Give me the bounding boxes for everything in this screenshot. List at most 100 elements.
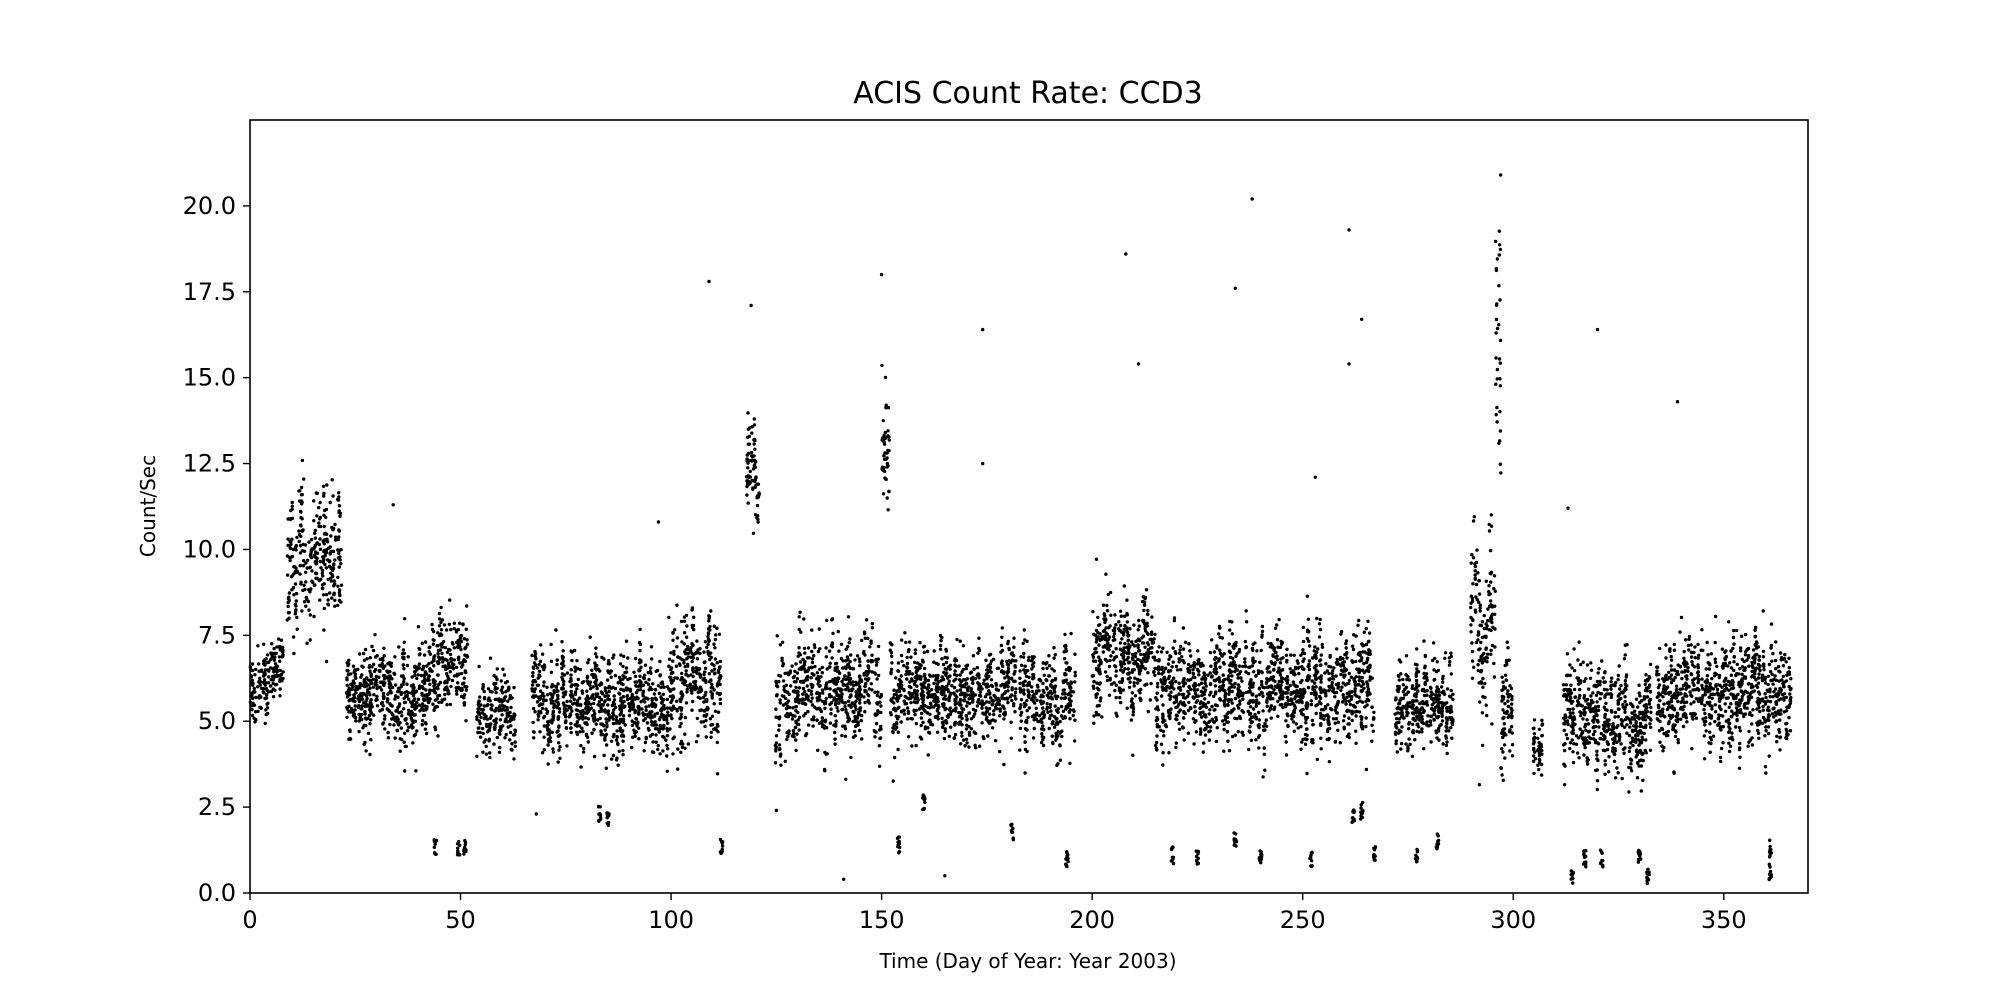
data-point <box>295 615 299 620</box>
data-point <box>846 615 851 619</box>
data-point <box>816 697 820 701</box>
data-point <box>798 660 803 664</box>
data-point <box>672 649 676 654</box>
data-point <box>286 604 290 609</box>
data-point <box>919 723 923 728</box>
data-point <box>879 704 883 708</box>
data-point <box>268 684 273 688</box>
data-point <box>705 712 709 717</box>
data-point <box>672 735 676 739</box>
data-point <box>561 695 566 699</box>
data-point <box>1114 695 1118 700</box>
data-point <box>806 723 811 727</box>
data-point <box>1052 646 1056 650</box>
data-point <box>713 637 718 642</box>
data-point <box>719 674 723 679</box>
data-point <box>940 657 944 661</box>
data-point <box>362 658 367 662</box>
data-point <box>1103 613 1107 618</box>
data-point <box>641 683 646 687</box>
data-point <box>1006 680 1011 684</box>
data-point <box>835 693 839 697</box>
data-point <box>1098 632 1102 636</box>
data-point <box>551 684 556 688</box>
data-point <box>801 686 806 691</box>
data-point <box>273 683 278 687</box>
data-point <box>1053 678 1057 682</box>
data-point <box>905 706 910 710</box>
data-point <box>497 750 502 754</box>
data-point <box>695 716 700 721</box>
data-point <box>1188 705 1193 710</box>
data-point <box>613 686 618 691</box>
data-point <box>611 721 616 726</box>
data-point <box>293 546 298 550</box>
data-point <box>442 623 447 627</box>
data-point <box>665 697 669 702</box>
data-point <box>806 674 810 679</box>
data-point <box>1045 678 1049 683</box>
data-point <box>265 653 270 657</box>
data-point <box>481 731 485 736</box>
data-point <box>1197 673 1201 677</box>
data-point <box>862 695 866 699</box>
data-point <box>500 713 504 717</box>
data-point <box>1114 674 1118 678</box>
data-point <box>946 687 950 692</box>
data-point <box>822 767 827 772</box>
data-point <box>947 734 951 738</box>
data-point <box>1006 697 1010 701</box>
data-point <box>926 691 930 695</box>
data-point <box>577 724 582 728</box>
data-point <box>962 698 967 703</box>
data-point <box>775 693 779 697</box>
data-point <box>368 656 372 660</box>
data-point <box>314 550 318 554</box>
data-point <box>837 649 841 653</box>
data-point <box>858 663 862 668</box>
data-point <box>977 744 982 748</box>
data-point <box>482 689 486 694</box>
data-point <box>709 730 713 734</box>
data-point <box>347 686 351 690</box>
data-point <box>337 504 342 508</box>
data-point <box>817 691 821 696</box>
data-point <box>999 684 1003 688</box>
data-point <box>437 617 442 621</box>
data-point <box>774 749 778 753</box>
data-point <box>843 727 848 731</box>
data-point <box>324 550 329 555</box>
data-point <box>609 669 613 673</box>
data-point <box>844 708 848 712</box>
data-point <box>661 692 665 696</box>
data-point <box>882 437 886 441</box>
data-point <box>637 668 641 672</box>
data-point <box>436 644 440 648</box>
data-point <box>1171 646 1175 650</box>
data-point <box>886 429 890 433</box>
data-point <box>424 672 429 676</box>
data-point <box>312 614 316 619</box>
data-point <box>327 560 332 564</box>
data-point <box>411 725 415 729</box>
data-point <box>556 697 560 701</box>
data-point <box>1155 748 1159 752</box>
data-point <box>364 723 368 728</box>
data-point <box>1161 751 1165 755</box>
data-point <box>605 725 609 729</box>
data-point <box>810 649 814 654</box>
data-point <box>717 670 721 675</box>
data-point <box>795 671 800 675</box>
data-point <box>789 684 793 688</box>
data-point <box>454 665 459 670</box>
data-point <box>617 749 621 753</box>
data-point <box>500 691 505 695</box>
data-point <box>251 681 255 686</box>
data-point <box>785 701 789 705</box>
data-point <box>386 736 391 740</box>
data-point <box>585 735 590 739</box>
data-point <box>594 683 598 688</box>
data-point <box>420 641 424 645</box>
data-point <box>939 638 943 643</box>
data-point <box>560 687 564 691</box>
